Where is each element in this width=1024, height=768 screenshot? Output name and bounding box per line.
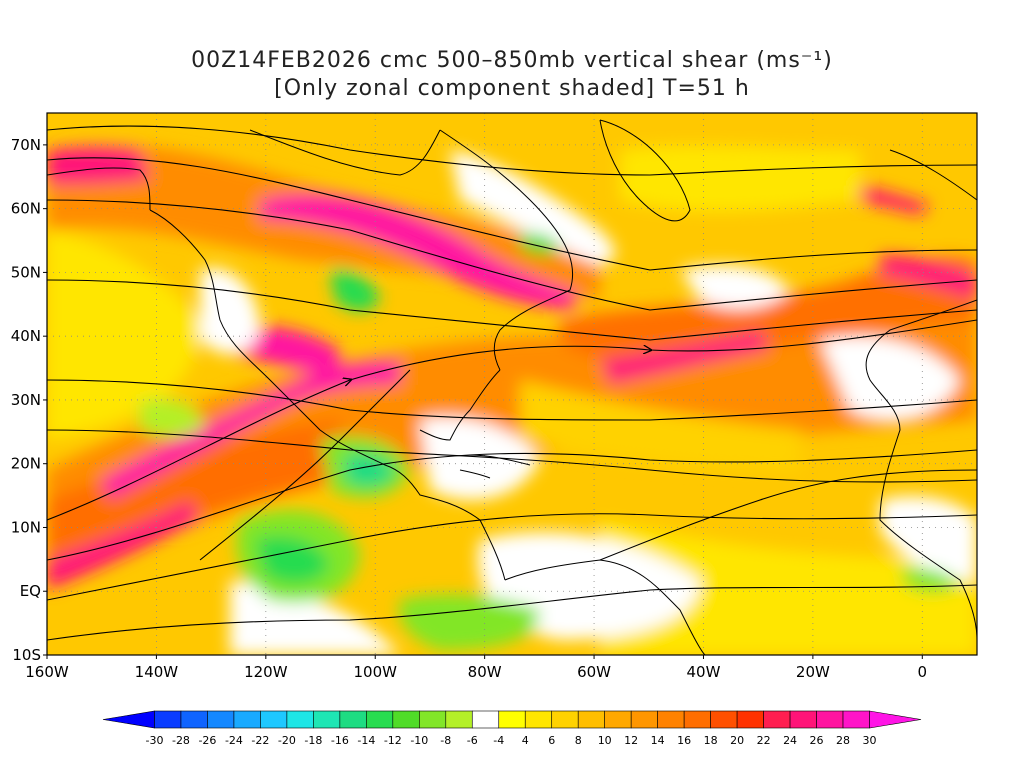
colorbar-swatch: [207, 710, 235, 729]
colorbar-swatch: [366, 710, 394, 729]
lon-tick-label: 80W: [468, 663, 502, 681]
colorbar: -30 -28 -26 -24 -22 -20 -18 -16 -14 -12 -10 -8 -6 -4 4…: [102, 710, 922, 747]
lat-tick-label: 10N: [11, 518, 41, 536]
lon-tick-label: 0: [918, 663, 928, 681]
lon-tick-label: 140W: [135, 663, 179, 681]
colorbar-label: -20: [278, 734, 296, 747]
lat-tick-label: EQ: [20, 582, 41, 600]
colorbar-swatch: [524, 710, 553, 729]
lat-tick-label: 30N: [11, 391, 41, 409]
colorbar-label: -8: [440, 734, 451, 747]
streamlines: [47, 125, 977, 641]
colorbar-label: -12: [384, 734, 402, 747]
colorbar-swatch: [657, 710, 685, 729]
colorbar-label: -28: [172, 734, 190, 747]
colorbar-label: -18: [304, 734, 322, 747]
colorbar-swatch: [313, 710, 341, 729]
colorbar-label: 22: [757, 734, 771, 747]
colorbar-swatch: [604, 710, 632, 729]
colorbar-label: 18: [704, 734, 718, 747]
colorbar-swatch: [683, 710, 711, 729]
lat-tick-label: 50N: [11, 263, 41, 281]
colorbar-swatch: [869, 710, 922, 729]
lon-tick-label: 60W: [577, 663, 611, 681]
colorbar-label: -30: [145, 734, 163, 747]
colorbar-swatch: [789, 710, 817, 729]
colorbar-label: -6: [467, 734, 478, 747]
colorbar-label: 6: [548, 734, 555, 747]
colorbar-label: -16: [331, 734, 349, 747]
colorbar-label: 28: [836, 734, 850, 747]
colorbar-label: 20: [730, 734, 744, 747]
colorbar-swatch: [710, 710, 738, 729]
colorbar-label: 12: [624, 734, 638, 747]
colorbar-swatch: [577, 710, 605, 729]
lat-tick-label: 20N: [11, 455, 41, 473]
colorbar-swatch: [339, 710, 367, 729]
colorbar-swatch: [180, 710, 208, 729]
colorbar-label: 8: [575, 734, 582, 747]
colorbar-swatch: [630, 710, 658, 729]
lon-tick-label: 20W: [796, 663, 830, 681]
colorbar-label: 4: [522, 734, 529, 747]
colorbar-swatch: [286, 710, 314, 729]
colorbar-swatch: [445, 710, 473, 729]
colorbar-label: 30: [863, 734, 877, 747]
colorbar-label: 10: [598, 734, 612, 747]
colorbar-label: -26: [198, 734, 216, 747]
lon-tick-label: 100W: [354, 663, 398, 681]
map-frame: [46, 112, 978, 656]
chart-title-line-1: 00Z14FEB2026 cmc 500–850mb vertical shea…: [191, 48, 833, 73]
colorbar-swatch: [736, 710, 764, 729]
colorbar-label: 14: [651, 734, 665, 747]
chart-title-line-2: [Only zonal component shaded] T=51 h: [274, 76, 750, 101]
colorbar-label: -14: [357, 734, 375, 747]
colorbar-swatch: [471, 710, 500, 729]
lat-tick-label: 40N: [11, 327, 41, 345]
colorbar-swatch: [260, 710, 288, 729]
colorbar-swatch: [842, 710, 870, 729]
colorbar-label: -10: [410, 734, 428, 747]
colorbar-swatch: [233, 710, 261, 729]
colorbar-swatch: [102, 710, 155, 729]
colorbar-swatch: [419, 710, 447, 729]
colorbar-label: -24: [225, 734, 243, 747]
colorbar-label: -4: [493, 734, 504, 747]
colorbar-swatch: [551, 710, 579, 729]
colorbar-label: 24: [783, 734, 797, 747]
lat-tick-label: 60N: [11, 200, 41, 218]
shear-shading: [47, 113, 977, 655]
colorbar-label: 26: [810, 734, 824, 747]
colorbar-swatch: [763, 710, 791, 729]
lat-tick-label: 70N: [11, 136, 41, 154]
colorbar-swatch: [498, 710, 526, 729]
colorbar-label: -22: [251, 734, 269, 747]
colorbar-label: 16: [677, 734, 691, 747]
lon-tick-label: 120W: [244, 663, 288, 681]
colorbar-swatch: [154, 710, 182, 729]
colorbar-swatch: [816, 710, 844, 729]
lat-tick-label: 10S: [12, 646, 41, 664]
lon-tick-label: 40W: [687, 663, 721, 681]
colorbar-swatch: [392, 710, 420, 729]
lon-tick-label: 160W: [25, 663, 69, 681]
